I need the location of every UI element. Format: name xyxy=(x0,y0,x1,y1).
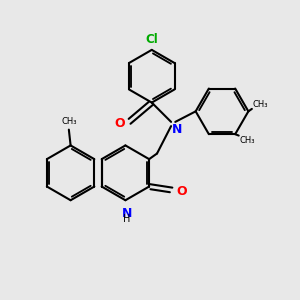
Text: Cl: Cl xyxy=(146,33,158,46)
Text: CH₃: CH₃ xyxy=(61,117,76,126)
Text: O: O xyxy=(176,185,187,198)
Text: H: H xyxy=(124,214,131,224)
Text: N: N xyxy=(172,123,182,136)
Text: CH₃: CH₃ xyxy=(239,136,255,145)
Text: N: N xyxy=(122,207,132,220)
Text: CH₃: CH₃ xyxy=(253,100,268,109)
Text: O: O xyxy=(115,117,125,130)
